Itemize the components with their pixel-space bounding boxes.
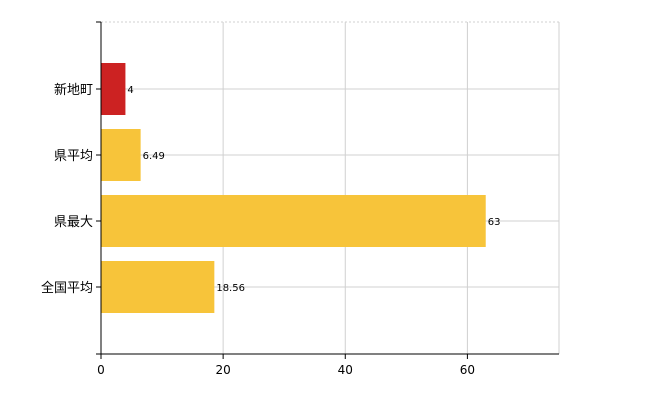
x-tick-label: 40 bbox=[338, 363, 353, 377]
category-label: 全国平均 bbox=[41, 280, 93, 296]
data-label: 63 bbox=[488, 217, 501, 228]
axes bbox=[96, 21, 559, 359]
labels: 4 新地町 6.49 県平均 63 県最大 18.56 全国平均 0 20 40 60 bbox=[41, 82, 500, 377]
bar-4 bbox=[101, 261, 215, 313]
x-tick-label: 60 bbox=[460, 363, 475, 377]
category-label: 県最大 bbox=[54, 215, 93, 230]
category-label: 県平均 bbox=[54, 149, 93, 164]
x-tick-label: 0 bbox=[97, 363, 105, 377]
bar-3 bbox=[101, 195, 486, 247]
data-label: 4 bbox=[127, 85, 133, 96]
bar-2 bbox=[101, 129, 141, 181]
bars bbox=[101, 63, 486, 313]
data-label: 18.56 bbox=[216, 283, 245, 294]
bar-1 bbox=[101, 63, 126, 115]
x-tick-label: 20 bbox=[215, 363, 230, 377]
data-label: 6.49 bbox=[143, 151, 165, 162]
category-label: 新地町 bbox=[54, 82, 93, 98]
